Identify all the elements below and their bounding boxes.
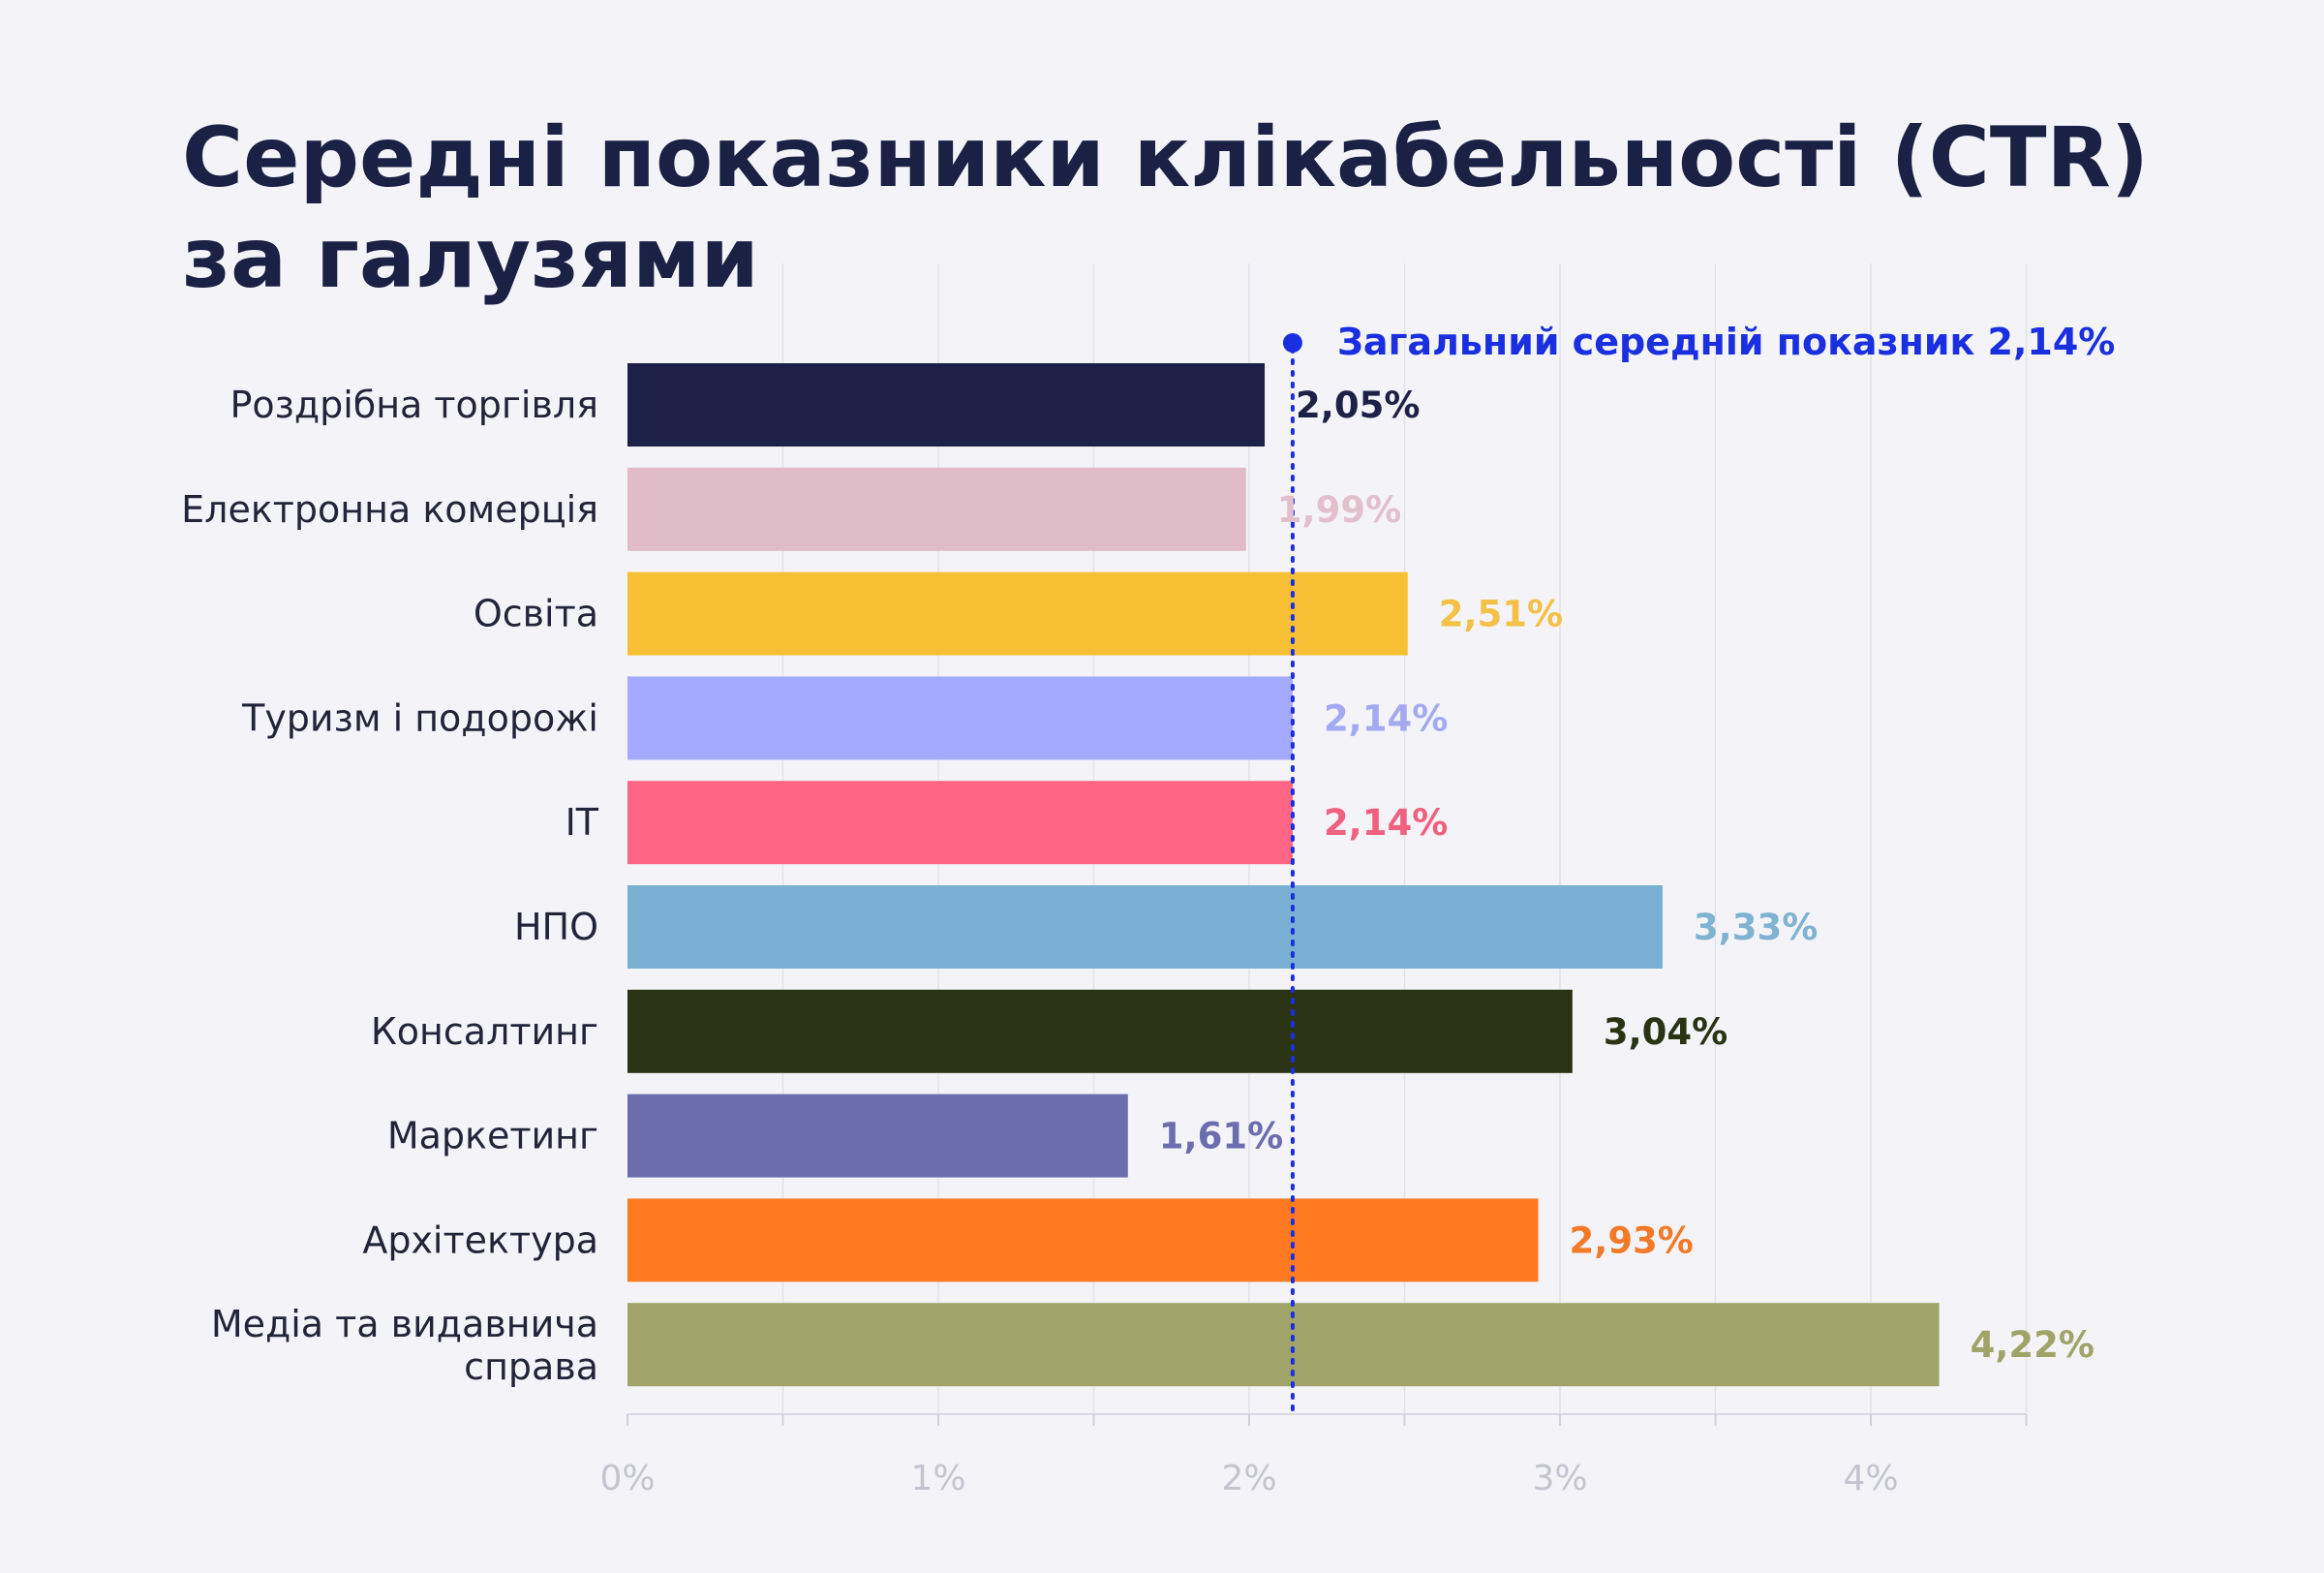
average-label: Загальний середній показник 2,14%: [1337, 321, 2115, 363]
x-axis: 0% 1% 2% 3% 4%: [599, 1413, 2028, 1498]
bar: [627, 1303, 1940, 1387]
bar: [627, 1094, 1128, 1178]
bar: [627, 363, 1266, 447]
value-label: 1,99%: [1277, 489, 1401, 531]
x-tick-label: 2%: [1221, 1459, 1276, 1498]
category-label: Консалтинг: [371, 1010, 598, 1053]
category-labels: Роздрібна торгівля Електронна комерція Осв…: [181, 384, 599, 1388]
bar: [627, 676, 1293, 760]
x-tick-label: 4%: [1843, 1459, 1898, 1498]
x-tick-label: 1%: [910, 1459, 965, 1498]
bar: [627, 989, 1573, 1073]
bar: [627, 781, 1293, 865]
category-label: Туризм і подорожі: [241, 696, 598, 739]
bars: [627, 363, 1940, 1387]
value-label: 2,51%: [1439, 594, 1563, 635]
value-label: 1,61%: [1159, 1116, 1283, 1157]
x-tick-label: 3%: [1532, 1459, 1587, 1498]
category-label: Маркетинг: [387, 1115, 598, 1157]
value-label: 3,33%: [1694, 907, 1818, 948]
bar: [627, 571, 1408, 656]
average-line-group: Загальний середній показник 2,14%: [1282, 321, 2115, 1414]
category-label: Медіа та видавнича справа: [211, 1303, 598, 1388]
chart-title: Середні показники клікабельності (CTR) з…: [182, 109, 2149, 307]
category-label: Архітектура: [362, 1218, 598, 1261]
value-label: 2,14%: [1324, 802, 1448, 844]
category-label: НПО: [514, 906, 598, 948]
value-label: 2,05%: [1296, 385, 1420, 426]
bar: [627, 1198, 1539, 1282]
category-label: Освіта: [474, 593, 598, 635]
grid-lines: [781, 263, 2028, 1414]
value-label: 2,93%: [1570, 1219, 1694, 1261]
chart-title-line-1: Середні показники клікабельності (CTR): [182, 109, 2149, 206]
chart-title-line-2: за галузями: [182, 210, 759, 307]
value-label: 4,22%: [1971, 1324, 2095, 1366]
category-label: Електронна комерція: [181, 488, 598, 531]
category-label: Роздрібна торгівля: [229, 384, 598, 426]
value-label: 3,04%: [1604, 1011, 1728, 1053]
category-label: IT: [566, 801, 599, 844]
value-label: 2,14%: [1324, 697, 1448, 739]
x-tick-label: 0%: [599, 1459, 655, 1498]
average-marker: [1282, 333, 1302, 353]
bar: [627, 467, 1246, 551]
bar: [627, 885, 1663, 969]
value-labels: 2,05% 1,99% 2,51% 2,14% 2,14% 3,33% 3,04% 1,61%…: [1159, 385, 2095, 1366]
